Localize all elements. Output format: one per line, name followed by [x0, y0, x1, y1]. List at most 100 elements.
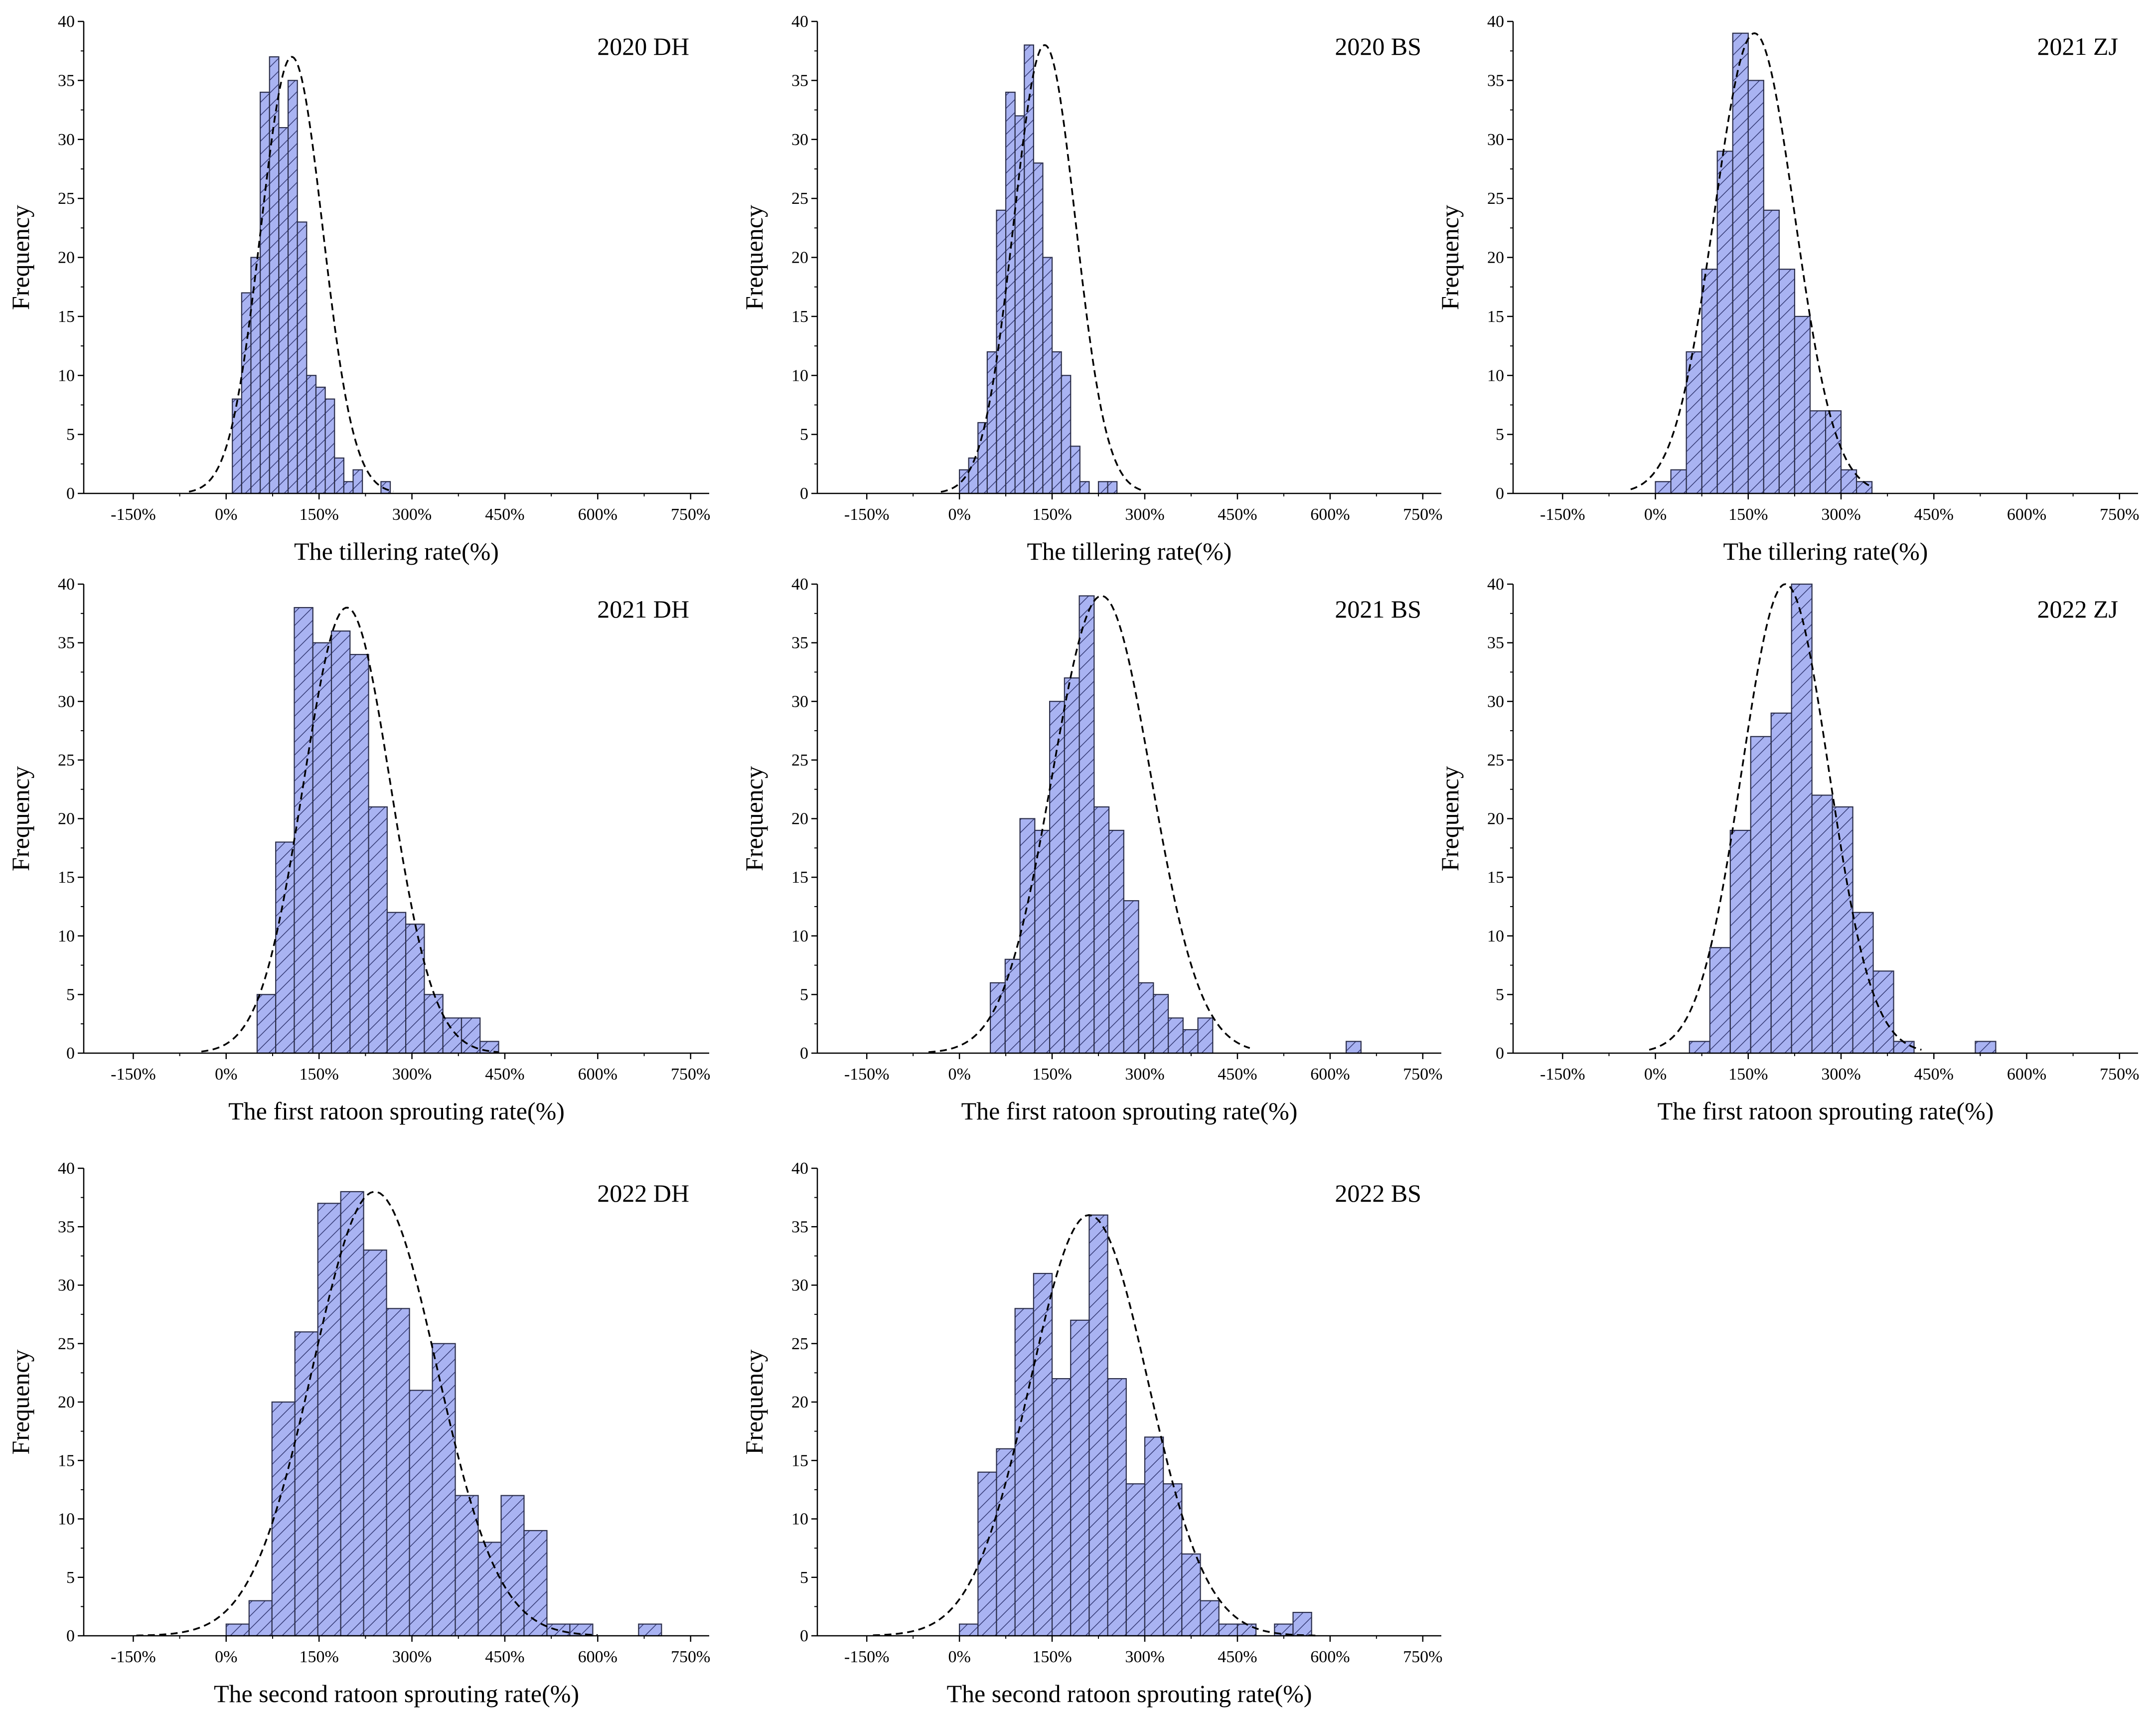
- y-tick-label: 0: [66, 484, 75, 503]
- y-tick-label: 10: [58, 366, 75, 385]
- y-axis-title: Frequency: [740, 766, 768, 871]
- y-tick-label: 0: [800, 1627, 808, 1645]
- histogram-bar: [1840, 469, 1857, 494]
- x-axis-title: The first ratoon sprouting rate(%): [228, 1097, 565, 1125]
- x-tick-label: 300%: [1125, 1065, 1164, 1084]
- x-tick-label: 450%: [1218, 1648, 1257, 1666]
- histogram-bar: [1108, 829, 1124, 1054]
- y-tick-label: 20: [791, 249, 808, 267]
- histogram-bar: [343, 481, 354, 494]
- y-tick-label: 15: [58, 1451, 75, 1470]
- histogram-bar: [294, 607, 313, 1054]
- y-tick-label: 30: [58, 131, 75, 149]
- x-tick-label: 450%: [1218, 1065, 1257, 1084]
- histogram-bar: [1182, 1029, 1199, 1054]
- histogram-bar: [386, 912, 407, 1054]
- x-axis-title: The second ratoon sprouting rate(%): [946, 1680, 1312, 1708]
- y-tick-label: 40: [791, 12, 808, 31]
- x-axis-title: The first ratoon sprouting rate(%): [1658, 1097, 1994, 1125]
- histogram-bar: [409, 1390, 433, 1637]
- y-tick-label: 30: [791, 1276, 808, 1295]
- y-tick-label: 25: [791, 1335, 808, 1353]
- x-tick-label: 150%: [300, 505, 339, 524]
- histogram-bar: [1033, 162, 1044, 494]
- histogram-bar: [1809, 410, 1827, 494]
- x-tick-label: 750%: [2100, 505, 2139, 524]
- histogram-bar: [1236, 1623, 1257, 1637]
- normal-fit-curve: [201, 607, 499, 1053]
- histogram-bar: [260, 91, 270, 494]
- histogram-bar: [1019, 818, 1036, 1054]
- y-tick-label: 5: [800, 426, 808, 444]
- histogram-bar: [1051, 1378, 1072, 1637]
- histogram-bar: [1070, 446, 1080, 494]
- x-tick-label: -150%: [1540, 505, 1585, 524]
- x-tick-label: 600%: [578, 1065, 617, 1084]
- histogram-bar: [1049, 701, 1065, 1054]
- x-tick-label: 600%: [1310, 1648, 1350, 1666]
- y-tick-label: 35: [1487, 634, 1504, 652]
- histogram-bar: [352, 469, 363, 494]
- histogram-bar: [1750, 736, 1772, 1054]
- x-tick-label: 450%: [1914, 1065, 1954, 1084]
- x-tick-label: 600%: [2007, 505, 2046, 524]
- x-tick-label: -150%: [111, 505, 156, 524]
- y-tick-label: 15: [1487, 308, 1504, 326]
- x-tick-label: 150%: [300, 1065, 339, 1084]
- y-tick-label: 35: [791, 71, 808, 90]
- histogram-bar: [1034, 829, 1051, 1054]
- normal-fit-curve: [873, 1214, 1318, 1637]
- x-tick-label: 450%: [485, 1065, 524, 1084]
- histogram-bar: [225, 1623, 250, 1637]
- x-tick-label: 300%: [392, 1065, 432, 1084]
- histogram-bar: [977, 1471, 997, 1637]
- panel-2022-dh: 0 5 10 15 20 25 30 35 40 -150% 0% 150% 300% 450% 600% 7…: [6, 1159, 710, 1708]
- y-tick-label: 40: [791, 1159, 808, 1178]
- y-tick-label: 5: [66, 985, 75, 1004]
- histogram-bar: [324, 398, 335, 494]
- histogram-bar: [455, 1495, 479, 1637]
- histogram-bar: [1153, 994, 1169, 1054]
- panel-title: 2020 BS: [1335, 32, 1421, 60]
- histogram-bar: [1051, 351, 1062, 494]
- histogram-bar: [1093, 806, 1110, 1054]
- y-tick-label: 40: [1487, 12, 1504, 31]
- x-tick-label: 750%: [1403, 1648, 1442, 1666]
- y-tick-label: 15: [58, 308, 75, 326]
- y-tick-label: 25: [58, 751, 75, 770]
- x-tick-label: 0%: [1644, 505, 1667, 524]
- histogram-bar: [1811, 794, 1833, 1054]
- histogram-bar: [1670, 469, 1687, 494]
- x-tick-label: -150%: [111, 1648, 156, 1666]
- normal-fit-curve: [188, 56, 394, 493]
- x-tick-label: 600%: [2007, 1065, 2046, 1084]
- y-axis-title: Frequency: [6, 766, 34, 871]
- histogram-bar: [959, 469, 969, 494]
- panel-2022-bs: 0 5 10 15 20 25 30 35 40 -150% 0% 150% 300% 450% 600% 7…: [740, 1159, 1442, 1708]
- x-tick-label: 750%: [671, 1065, 710, 1084]
- y-tick-label: 5: [66, 426, 75, 444]
- histogram-bar: [232, 398, 242, 494]
- y-axis-title: Frequency: [6, 1349, 34, 1454]
- histogram-bar: [959, 1623, 979, 1637]
- histogram-bar: [1070, 1319, 1090, 1637]
- x-tick-label: 0%: [215, 1648, 237, 1666]
- x-tick-label: 750%: [1403, 1065, 1442, 1084]
- histogram-bar: [1655, 481, 1672, 494]
- x-tick-label: -150%: [844, 1648, 890, 1666]
- y-tick-label: 25: [58, 189, 75, 208]
- histogram-bar: [334, 457, 344, 494]
- x-tick-label: 150%: [1728, 1065, 1768, 1084]
- y-tick-label: 35: [58, 1218, 75, 1236]
- y-tick-label: 40: [791, 575, 808, 594]
- histogram-bar: [1138, 982, 1154, 1054]
- histogram-bar: [363, 1250, 387, 1637]
- histogram-bar: [317, 1203, 341, 1637]
- histogram-bar: [278, 127, 289, 494]
- histogram-bar: [1107, 1378, 1127, 1637]
- histogram-bar: [405, 924, 425, 1054]
- y-axis-title: Frequency: [1436, 766, 1464, 871]
- histogram-bar: [1709, 947, 1731, 1054]
- y-tick-label: 30: [58, 1276, 75, 1295]
